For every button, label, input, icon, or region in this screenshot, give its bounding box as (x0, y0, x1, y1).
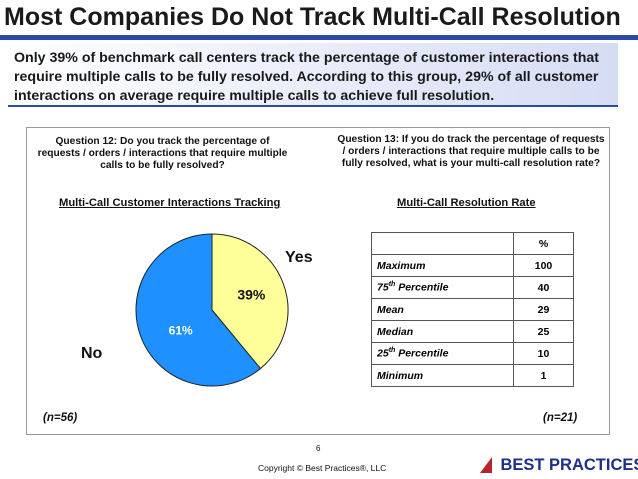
page-title: Most Companies Do Not Track Multi-Call R… (4, 3, 621, 31)
table-title: Multi-Call Resolution Rate (397, 197, 536, 209)
row-value: 100 (513, 254, 574, 277)
pie-label-yes: Yes (285, 249, 313, 266)
row-label-text: Minimum (377, 369, 424, 382)
row-label-ordinal: th (388, 281, 396, 289)
content-panel: Question 12: Do you track the percentage… (26, 127, 610, 435)
left-sample-size: (n=56) (43, 412, 78, 424)
row-label: 25th Percentile (371, 342, 514, 365)
row-label: Median (371, 320, 514, 343)
table-row: 25th Percentile 10 (371, 342, 574, 365)
table-row: Maximum 100 (371, 254, 574, 277)
brand-name: BEST PRACTICES (500, 455, 638, 474)
brand-mark-icon (480, 457, 492, 473)
row-label-text: 75 (377, 281, 389, 294)
table-header-row: % (371, 232, 574, 255)
question-13: Question 13: If you do track the percent… (337, 134, 605, 169)
row-label-ordinal: th (388, 347, 396, 355)
row-label: Mean (371, 298, 514, 321)
table-header-percent: % (513, 232, 574, 255)
row-label: Maximum (371, 254, 514, 277)
table-header-blank (371, 232, 514, 255)
pie-value-label-yes: 39% (237, 287, 266, 303)
question-12: Question 12: Do you track the percentage… (37, 136, 288, 171)
row-label-text: Mean (377, 303, 404, 316)
table-row: 75th Percentile 40 (371, 276, 574, 299)
row-label-text: 25 (377, 347, 389, 360)
table-row: Mean 29 (371, 298, 574, 321)
right-sample-size: (n=21) (543, 412, 578, 424)
brand-logo: BEST PRACTICES (478, 455, 638, 479)
page-number: 6 (316, 444, 321, 453)
row-label-suffix: Percentile (395, 347, 449, 360)
tracking-pie-chart: 39% 61% (135, 233, 289, 387)
row-label: Minimum (371, 364, 514, 387)
title-divider (0, 35, 638, 40)
summary-text: Only 39% of benchmark call centers track… (14, 50, 600, 104)
summary-banner: Only 39% of benchmark call centers track… (8, 43, 618, 107)
pie-value-label-no: 61% (169, 323, 193, 337)
copyright-text: Copyright © Best Practices®, LLC (258, 463, 387, 473)
pie-label-no: No (81, 345, 103, 362)
row-value: 10 (513, 342, 574, 365)
row-label-text: Maximum (377, 259, 426, 272)
row-value: 29 (513, 298, 574, 321)
table-row: Median 25 (371, 320, 574, 343)
row-value: 25 (513, 320, 574, 343)
table-row: Minimum 1 (371, 364, 574, 387)
row-label-text: Median (377, 325, 414, 338)
pie-slice-yes (211, 233, 289, 370)
row-value: 40 (513, 276, 574, 299)
resolution-rate-table: % Maximum 100 75th Percentile 40 Mean 29 Media… (371, 232, 574, 387)
row-label: 75th Percentile (371, 276, 514, 299)
pie-slice-no (135, 233, 262, 387)
pie-chart-title: Multi-Call Customer Interactions Trackin… (59, 197, 281, 209)
row-value: 1 (513, 364, 574, 387)
row-label-suffix: Percentile (395, 281, 449, 294)
